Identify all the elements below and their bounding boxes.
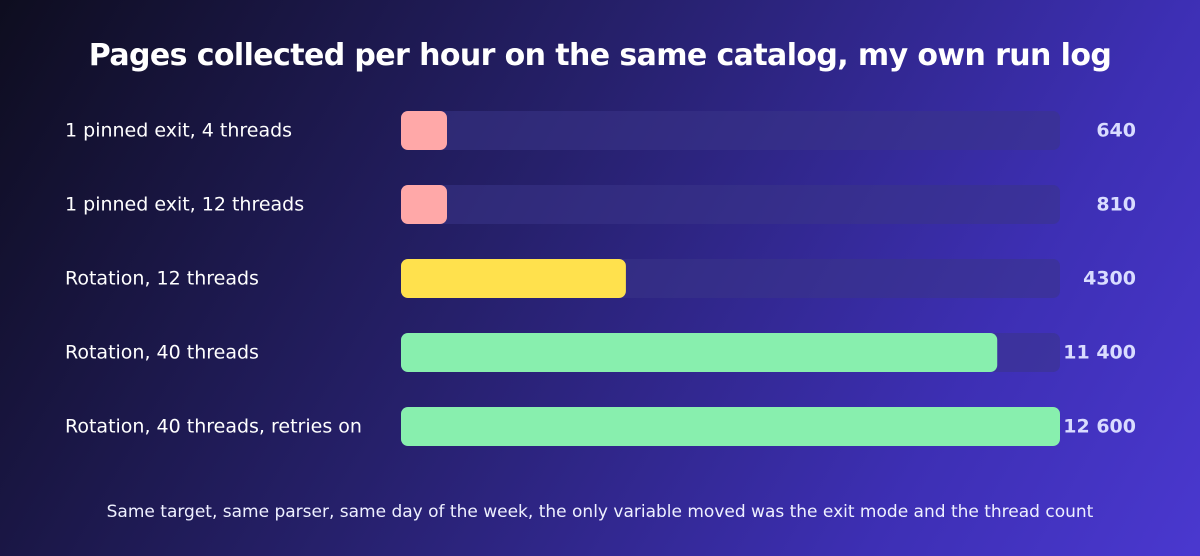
- category-label: Rotation, 40 threads, retries on: [65, 416, 362, 438]
- value-label: 11 400: [1063, 342, 1136, 364]
- bar-track: [401, 111, 1060, 150]
- bar-track: [401, 185, 1060, 224]
- bar: [401, 333, 998, 372]
- category-label: 1 pinned exit, 12 threads: [65, 194, 304, 216]
- category-label: Rotation, 12 threads: [65, 268, 259, 290]
- bar: [401, 185, 447, 224]
- category-label: Rotation, 40 threads: [65, 342, 259, 364]
- value-label: 640: [1096, 120, 1136, 142]
- bar: [401, 407, 1060, 446]
- value-label: 4300: [1083, 268, 1136, 290]
- value-label: 12 600: [1063, 416, 1136, 438]
- category-label: 1 pinned exit, 4 threads: [65, 120, 292, 142]
- chart-title: Pages collected per hour on the same cat…: [88, 38, 1112, 73]
- chart-footnote: Same target, same parser, same day of th…: [106, 502, 1094, 522]
- bar: [401, 259, 626, 298]
- bar: [401, 111, 447, 150]
- value-label: 810: [1096, 194, 1136, 216]
